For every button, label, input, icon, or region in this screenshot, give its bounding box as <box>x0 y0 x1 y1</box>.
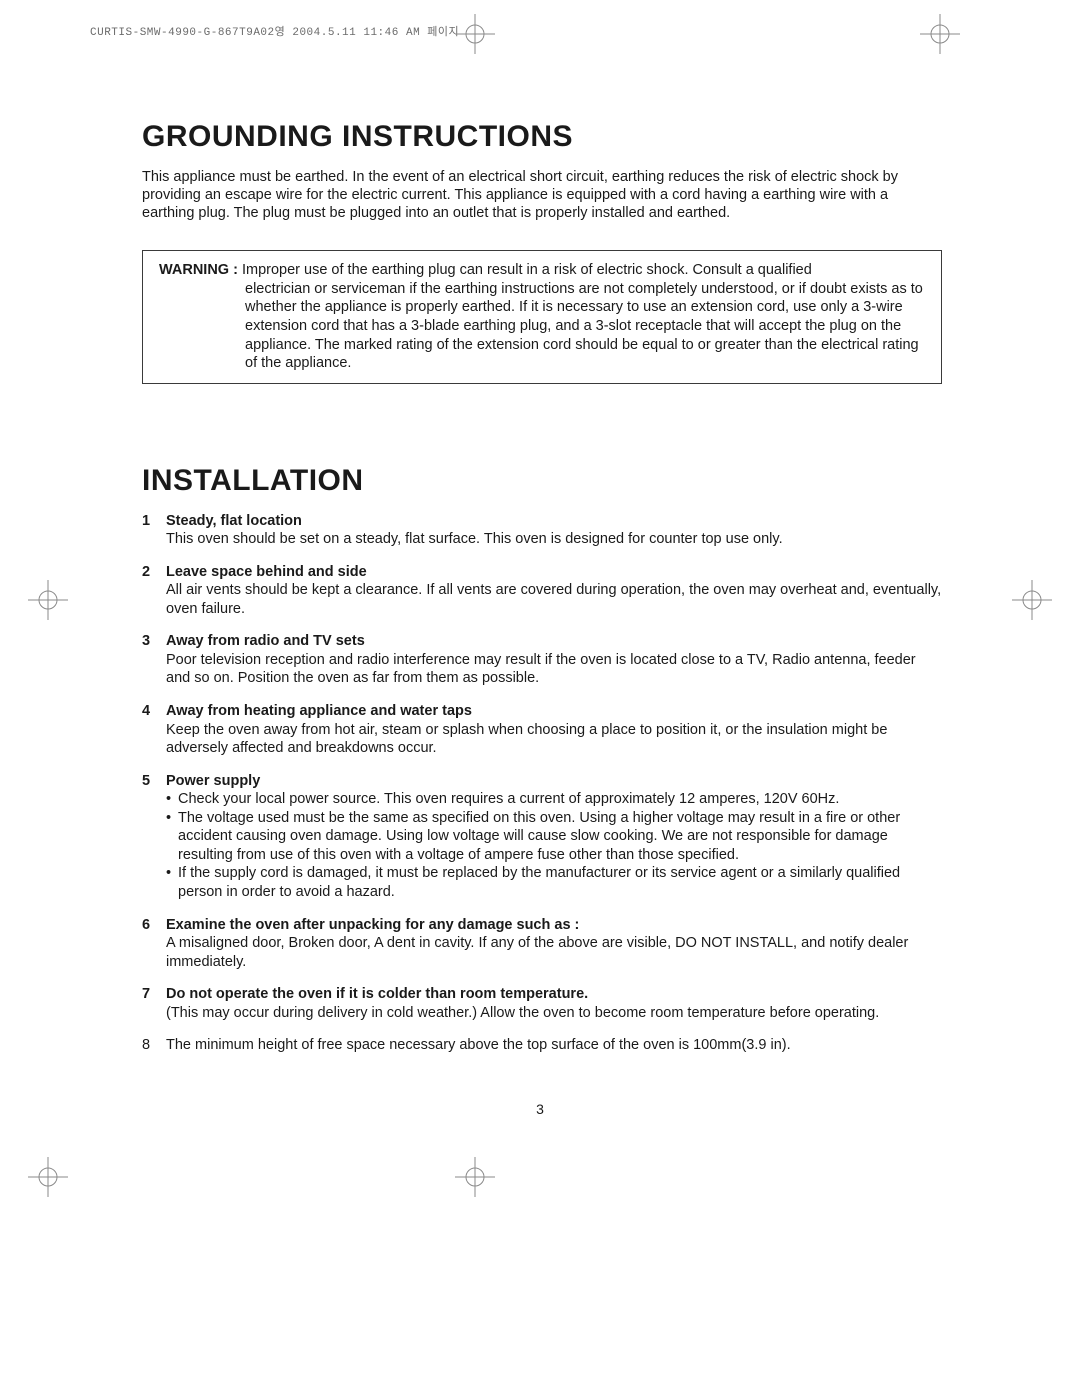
page-number: 3 <box>0 1101 1080 1117</box>
document-page: CURTIS-SMW-4990-G-867T9A02영 2004.5.11 11… <box>0 0 1080 1397</box>
warning-label: WARNING : <box>159 262 238 278</box>
crop-mark-top-right <box>920 14 960 54</box>
warning-body-rest: electrician or serviceman if the earthin… <box>159 280 925 373</box>
bullet: If the supply cord is damaged, it must b… <box>166 864 942 901</box>
list-item: Away from heating appliance and water ta… <box>142 702 942 758</box>
grounding-body: This appliance must be earthed. In the e… <box>142 168 942 222</box>
list-item: Do not operate the oven if it is colder … <box>142 985 942 1022</box>
sub-bullets: Check your local power source. This oven… <box>166 790 942 901</box>
item-title: Away from heating appliance and water ta… <box>166 702 942 721</box>
crop-mark-mid-right <box>1012 580 1052 620</box>
list-item: Examine the oven after unpacking for any… <box>142 916 942 972</box>
crop-mark-mid-left <box>28 580 68 620</box>
item-title: Steady, flat location <box>166 512 942 531</box>
crop-mark-bottom-center <box>455 1157 495 1197</box>
item-body: Poor television reception and radio inte… <box>166 652 916 687</box>
header-slug: CURTIS-SMW-4990-G-867T9A02영 2004.5.11 11… <box>90 23 459 39</box>
item-body: The minimum height of free space necessa… <box>166 1037 791 1053</box>
list-item: Leave space behind and side All air vent… <box>142 563 942 619</box>
bullet: The voltage used must be the same as spe… <box>166 809 942 865</box>
item-body: This oven should be set on a steady, fla… <box>166 531 783 547</box>
crop-mark-top-center <box>455 14 495 54</box>
item-title: Away from radio and TV sets <box>166 632 942 651</box>
item-title: Do not operate the oven if it is colder … <box>166 985 942 1004</box>
list-item: Power supply Check your local power sour… <box>142 772 942 902</box>
installation-title: INSTALLATION <box>142 464 942 498</box>
warning-box: WARNING : Improper use of the earthing p… <box>142 250 942 383</box>
grounding-title: GROUNDING INSTRUCTIONS <box>142 120 942 154</box>
list-item: Away from radio and TV sets Poor televis… <box>142 632 942 688</box>
list-item: The minimum height of free space necessa… <box>142 1036 942 1055</box>
content-area: GROUNDING INSTRUCTIONS This appliance mu… <box>142 120 942 1069</box>
installation-list: Steady, flat location This oven should b… <box>142 512 942 1055</box>
item-title: Power supply <box>166 772 942 791</box>
warning-body-first: Improper use of the earthing plug can re… <box>242 262 812 278</box>
item-title: Leave space behind and side <box>166 563 942 582</box>
list-item: Steady, flat location This oven should b… <box>142 512 942 549</box>
bullet: Check your local power source. This oven… <box>166 790 942 809</box>
item-title: Examine the oven after unpacking for any… <box>166 916 942 935</box>
item-body: All air vents should be kept a clearance… <box>166 582 941 617</box>
crop-mark-bottom-left <box>28 1157 68 1197</box>
item-body: Keep the oven away from hot air, steam o… <box>166 722 887 757</box>
item-body: (This may occur during delivery in cold … <box>166 1005 879 1021</box>
item-body: A misaligned door, Broken door, A dent i… <box>166 935 908 970</box>
